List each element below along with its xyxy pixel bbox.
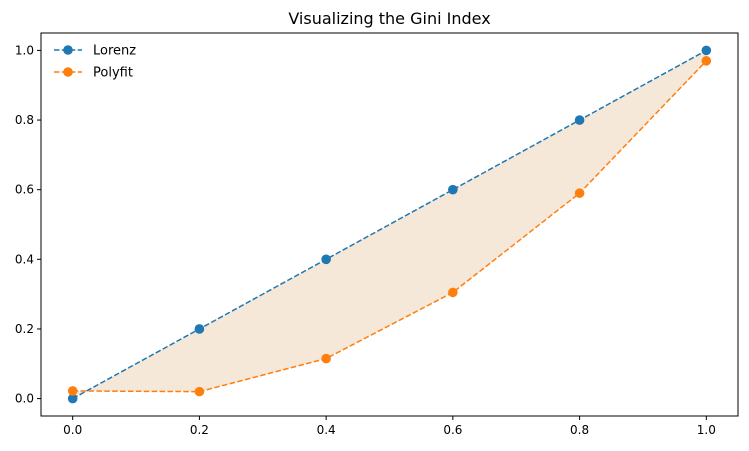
legend-label-polyfit: Polyfit xyxy=(93,66,133,81)
data-point-lorenz xyxy=(701,45,712,56)
x-tick-label: 0.2 xyxy=(190,423,209,437)
y-tick-label: 0.6 xyxy=(15,183,34,197)
chart-title: Visualizing the Gini Index xyxy=(288,9,490,28)
legend-item-polyfit: Polyfit xyxy=(54,66,133,81)
y-tick-label: 0.2 xyxy=(15,322,34,336)
data-point-polyfit xyxy=(448,287,458,298)
x-tick-label: 0.4 xyxy=(317,423,336,437)
series-line-polyfit xyxy=(72,60,707,393)
data-point-polyfit xyxy=(194,386,205,397)
data-point-polyfit xyxy=(701,56,712,66)
data-point-polyfit xyxy=(67,386,78,396)
data-point-lorenz xyxy=(194,324,205,334)
data-point-lorenz xyxy=(574,115,585,125)
series-polyfit xyxy=(67,56,712,397)
axes-layer xyxy=(40,32,739,417)
plot-frame xyxy=(40,32,739,417)
series-lorenz xyxy=(67,45,712,404)
y-axis-ticks: 0.0 0.2 0.4 0.6 0.8 1.0 xyxy=(15,43,41,406)
y-tick-label: 1.0 xyxy=(15,43,34,57)
legend-background xyxy=(47,38,145,84)
data-point-polyfit xyxy=(321,353,331,364)
series-layer xyxy=(67,45,712,404)
y-tick-label: 0.4 xyxy=(15,252,34,266)
legend-marker-polyfit xyxy=(63,67,73,77)
fill-area-layer xyxy=(72,50,707,399)
x-tick-label: 0.0 xyxy=(63,423,82,437)
legend-item-lorenz: Lorenz xyxy=(54,44,136,59)
legend-label-lorenz: Lorenz xyxy=(93,44,136,59)
data-point-lorenz xyxy=(448,184,458,195)
y-tick-label: 0.0 xyxy=(15,392,34,406)
x-tick-label: 0.6 xyxy=(443,423,462,437)
x-tick-label: 1.0 xyxy=(697,423,716,437)
legend-marker-lorenz xyxy=(63,45,73,55)
x-tick-label: 0.8 xyxy=(570,423,589,437)
data-point-lorenz xyxy=(321,254,331,265)
legend: Lorenz Polyfit xyxy=(47,38,145,84)
y-tick-label: 0.8 xyxy=(15,113,34,127)
gini-fill-area xyxy=(72,50,707,399)
data-point-polyfit xyxy=(574,188,585,198)
series-line-lorenz xyxy=(72,49,707,400)
data-point-lorenz xyxy=(67,393,78,404)
x-axis-ticks: 0.0 0.2 0.4 0.6 0.8 1.0 xyxy=(63,416,716,437)
